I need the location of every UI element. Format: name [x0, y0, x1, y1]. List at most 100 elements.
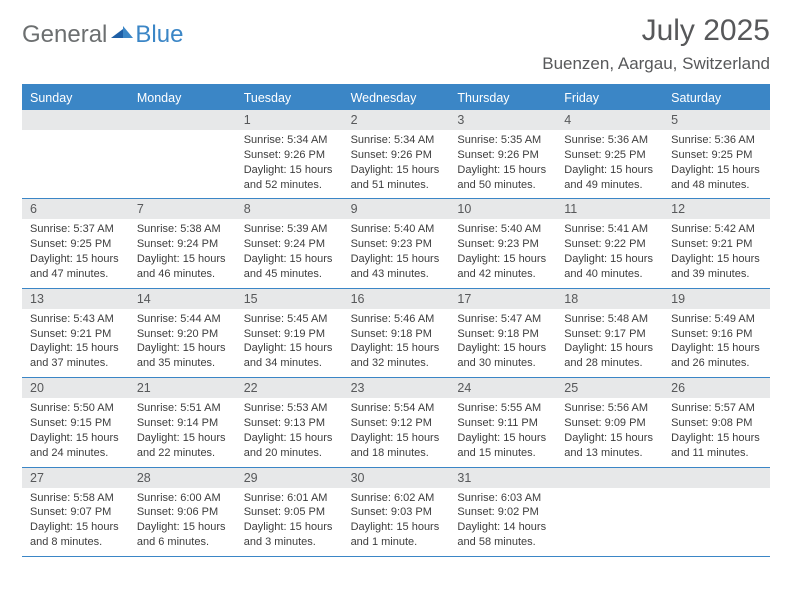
calendar-cell: 10Sunrise: 5:40 AMSunset: 9:23 PMDayligh… [449, 199, 556, 287]
cell-line: Sunset: 9:05 PM [244, 505, 335, 520]
cell-line: Sunset: 9:13 PM [244, 416, 335, 431]
cell-body [22, 130, 129, 139]
cell-line: Sunset: 9:03 PM [351, 505, 442, 520]
cell-line: Sunrise: 5:57 AM [671, 401, 762, 416]
cell-line: Daylight: 15 hours [244, 163, 335, 178]
cell-body: Sunrise: 5:43 AMSunset: 9:21 PMDaylight:… [22, 309, 129, 377]
weekday-header: Sunday [22, 86, 129, 110]
cell-line: Sunset: 9:07 PM [30, 505, 121, 520]
cell-line: and 50 minutes. [457, 178, 548, 193]
cell-line: Daylight: 15 hours [351, 341, 442, 356]
cell-line: Daylight: 15 hours [137, 520, 228, 535]
cell-body: Sunrise: 5:36 AMSunset: 9:25 PMDaylight:… [663, 130, 770, 198]
cell-line: Sunset: 9:25 PM [671, 148, 762, 163]
cell-line: Sunrise: 6:03 AM [457, 491, 548, 506]
cell-line: and 45 minutes. [244, 267, 335, 282]
cell-line: and 58 minutes. [457, 535, 548, 550]
cell-line: Sunrise: 5:48 AM [564, 312, 655, 327]
cell-line: Daylight: 15 hours [244, 520, 335, 535]
cell-body: Sunrise: 5:55 AMSunset: 9:11 PMDaylight:… [449, 398, 556, 466]
calendar-cell: 17Sunrise: 5:47 AMSunset: 9:18 PMDayligh… [449, 289, 556, 377]
day-number: 8 [236, 199, 343, 219]
cell-line: Sunrise: 6:02 AM [351, 491, 442, 506]
cell-line: Daylight: 15 hours [457, 252, 548, 267]
day-number: 5 [663, 110, 770, 130]
calendar-cell: 28Sunrise: 6:00 AMSunset: 9:06 PMDayligh… [129, 468, 236, 556]
cell-line: and 11 minutes. [671, 446, 762, 461]
cell-line: and 28 minutes. [564, 356, 655, 371]
cell-line: Sunset: 9:23 PM [351, 237, 442, 252]
day-number: 7 [129, 199, 236, 219]
cell-line: Sunrise: 6:01 AM [244, 491, 335, 506]
cell-line: and 20 minutes. [244, 446, 335, 461]
cell-line: Sunrise: 5:54 AM [351, 401, 442, 416]
cell-line: Daylight: 15 hours [671, 252, 762, 267]
logo-mark-icon [111, 20, 133, 43]
cell-line: Sunrise: 5:46 AM [351, 312, 442, 327]
cell-line: and 24 minutes. [30, 446, 121, 461]
cell-line: Sunrise: 5:45 AM [244, 312, 335, 327]
calendar: SundayMondayTuesdayWednesdayThursdayFrid… [22, 84, 770, 557]
cell-body: Sunrise: 5:36 AMSunset: 9:25 PMDaylight:… [556, 130, 663, 198]
day-number: 23 [343, 378, 450, 398]
day-number: 2 [343, 110, 450, 130]
calendar-cell: 29Sunrise: 6:01 AMSunset: 9:05 PMDayligh… [236, 468, 343, 556]
weekday-header: Friday [556, 86, 663, 110]
weeks-container: ..1Sunrise: 5:34 AMSunset: 9:26 PMDaylig… [22, 110, 770, 557]
title-block: July 2025 Buenzen, Aargau, Switzerland [542, 14, 770, 74]
day-number: 14 [129, 289, 236, 309]
cell-line: Sunrise: 5:55 AM [457, 401, 548, 416]
day-number: 27 [22, 468, 129, 488]
cell-line: and 30 minutes. [457, 356, 548, 371]
cell-line: and 22 minutes. [137, 446, 228, 461]
cell-line: Sunset: 9:21 PM [671, 237, 762, 252]
cell-line: Daylight: 15 hours [351, 520, 442, 535]
cell-body [663, 488, 770, 497]
cell-line: Sunset: 9:11 PM [457, 416, 548, 431]
calendar-cell: 4Sunrise: 5:36 AMSunset: 9:25 PMDaylight… [556, 110, 663, 198]
cell-line: Sunrise: 5:40 AM [351, 222, 442, 237]
cell-line: Sunset: 9:08 PM [671, 416, 762, 431]
cell-line: Sunrise: 5:49 AM [671, 312, 762, 327]
cell-line: Daylight: 15 hours [671, 431, 762, 446]
day-number: 3 [449, 110, 556, 130]
cell-body: Sunrise: 5:48 AMSunset: 9:17 PMDaylight:… [556, 309, 663, 377]
cell-line: Sunrise: 5:43 AM [30, 312, 121, 327]
cell-line: Daylight: 15 hours [351, 252, 442, 267]
cell-line: Sunset: 9:21 PM [30, 327, 121, 342]
cell-body: Sunrise: 5:38 AMSunset: 9:24 PMDaylight:… [129, 219, 236, 287]
weekday-header: Saturday [663, 86, 770, 110]
cell-line: Daylight: 15 hours [30, 520, 121, 535]
logo-text-blue: Blue [135, 21, 183, 49]
cell-line: and 40 minutes. [564, 267, 655, 282]
cell-line: and 46 minutes. [137, 267, 228, 282]
calendar-cell: . [663, 468, 770, 556]
cell-line: Daylight: 15 hours [244, 341, 335, 356]
cell-line: Sunrise: 5:50 AM [30, 401, 121, 416]
cell-body: Sunrise: 5:49 AMSunset: 9:16 PMDaylight:… [663, 309, 770, 377]
cell-line: Daylight: 15 hours [457, 431, 548, 446]
calendar-cell: 25Sunrise: 5:56 AMSunset: 9:09 PMDayligh… [556, 378, 663, 466]
calendar-cell: 9Sunrise: 5:40 AMSunset: 9:23 PMDaylight… [343, 199, 450, 287]
day-number: 15 [236, 289, 343, 309]
weekday-header: Wednesday [343, 86, 450, 110]
cell-line: Daylight: 15 hours [564, 163, 655, 178]
day-number: 21 [129, 378, 236, 398]
day-number: . [663, 468, 770, 488]
cell-body: Sunrise: 5:45 AMSunset: 9:19 PMDaylight:… [236, 309, 343, 377]
cell-line: Daylight: 15 hours [351, 163, 442, 178]
day-number: 10 [449, 199, 556, 219]
cell-line: and 32 minutes. [351, 356, 442, 371]
location-subtitle: Buenzen, Aargau, Switzerland [542, 54, 770, 74]
cell-body: Sunrise: 5:53 AMSunset: 9:13 PMDaylight:… [236, 398, 343, 466]
calendar-cell: 5Sunrise: 5:36 AMSunset: 9:25 PMDaylight… [663, 110, 770, 198]
cell-line: Sunrise: 5:36 AM [671, 133, 762, 148]
calendar-cell: 19Sunrise: 5:49 AMSunset: 9:16 PMDayligh… [663, 289, 770, 377]
cell-line: Daylight: 15 hours [457, 341, 548, 356]
cell-body [129, 130, 236, 139]
cell-line: Sunrise: 5:34 AM [351, 133, 442, 148]
cell-line: and 3 minutes. [244, 535, 335, 550]
cell-body: Sunrise: 5:35 AMSunset: 9:26 PMDaylight:… [449, 130, 556, 198]
cell-line: Sunrise: 5:37 AM [30, 222, 121, 237]
cell-line: Sunset: 9:14 PM [137, 416, 228, 431]
